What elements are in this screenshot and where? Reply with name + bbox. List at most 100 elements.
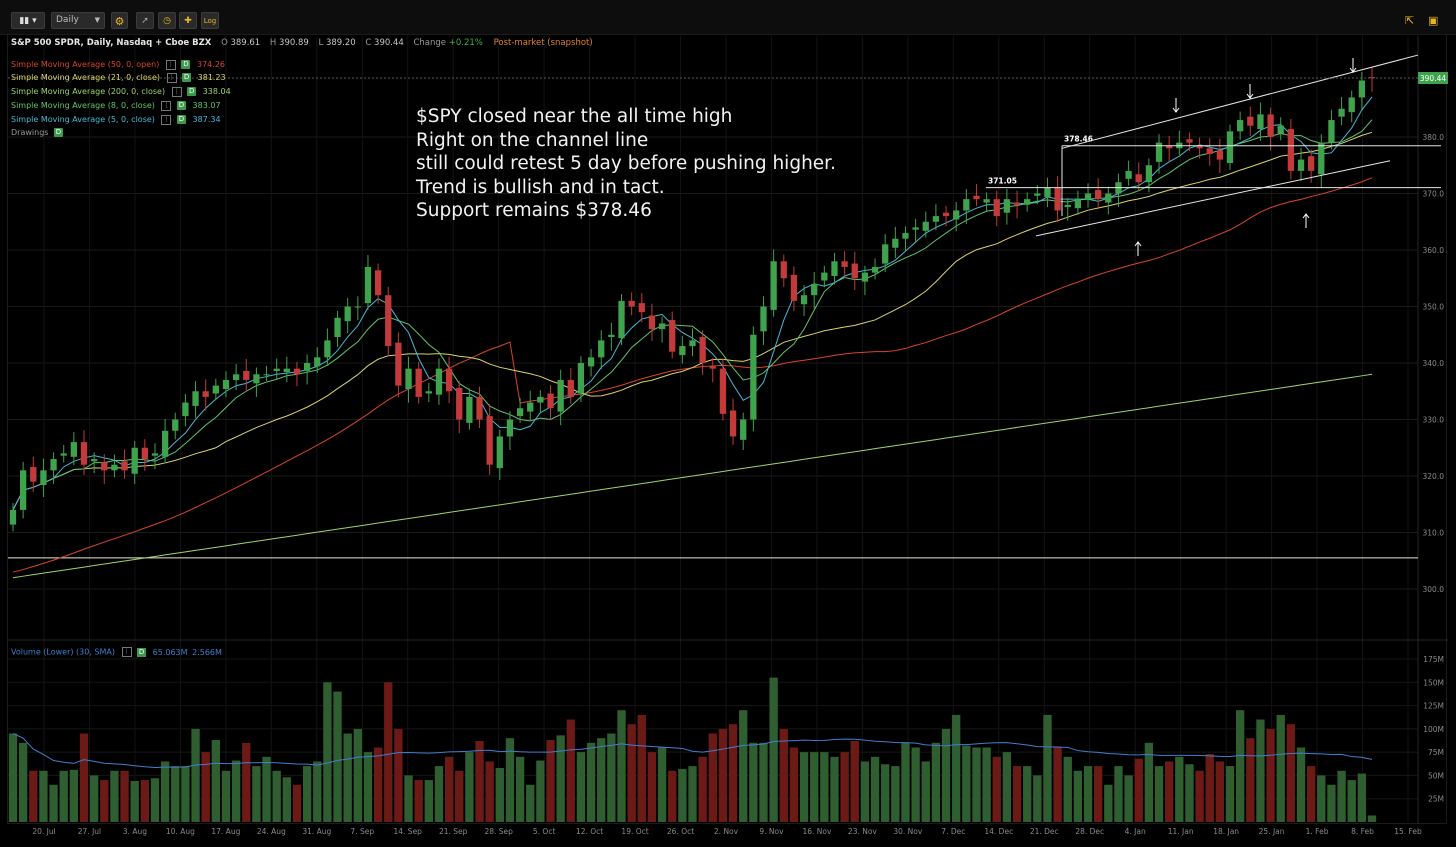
- volume-bar: [211, 740, 220, 822]
- indicator-menu-icon[interactable]: ⋮: [121, 647, 132, 657]
- volume-bar: [1144, 742, 1154, 822]
- candle-body: [963, 199, 970, 211]
- time-tick-label: 11. Jan: [1168, 827, 1194, 836]
- candle-body: [334, 317, 341, 338]
- drawings-row[interactable]: Drawings D: [11, 127, 63, 139]
- candle-body: [1206, 148, 1213, 154]
- open-value: 389.61: [230, 38, 261, 48]
- volume-bar: [231, 760, 241, 822]
- camera-icon[interactable]: ▣: [1428, 14, 1439, 27]
- indicator-d-button[interactable]: D: [181, 60, 191, 69]
- open-label: O: [221, 38, 228, 48]
- volume-bar: [29, 770, 38, 822]
- sma21-line: [12, 131, 1373, 511]
- indicator-d-button[interactable]: D: [182, 73, 192, 82]
- time-tick-label: 2. Nov: [714, 827, 739, 836]
- candle-body: [821, 272, 828, 281]
- indicator-menu-icon[interactable]: ⋮: [171, 86, 182, 97]
- chart-annotation[interactable]: $SPY closed near the all time high Right…: [416, 105, 836, 223]
- volume-bar: [1246, 738, 1255, 822]
- arrow-up-marker: [1134, 241, 1142, 256]
- trendline-button[interactable]: ➚: [136, 12, 154, 29]
- chart-type-button[interactable]: ▮▮ ▾: [11, 12, 45, 29]
- crosshair-button[interactable]: ✚: [179, 12, 197, 29]
- time-tick-label: 30. Nov: [893, 827, 923, 836]
- time-tick-label: 28. Sep: [484, 827, 513, 836]
- time-tick-label: 3. Aug: [123, 827, 147, 836]
- volume-bar: [110, 770, 119, 822]
- candle-body: [60, 453, 67, 456]
- indicator-sma200[interactable]: Simple Moving Average (200, 0, close) ⋮ …: [11, 86, 231, 98]
- settings-button[interactable]: ⚙: [111, 12, 128, 29]
- volume-tick-label: 100M: [1423, 725, 1444, 734]
- indicator-d-button[interactable]: D: [177, 101, 186, 110]
- volume-bar: [870, 756, 880, 822]
- time-tick-label: 4. Jan: [1125, 827, 1146, 836]
- arrow-head: [1349, 67, 1357, 73]
- time-tick-label: 23. Nov: [848, 827, 878, 836]
- chart-panel: [7, 34, 1447, 824]
- indicator-menu-icon[interactable]: ⋮: [161, 100, 172, 111]
- fullscreen-icon[interactable]: ⇱: [1405, 14, 1415, 27]
- candle-body: [1166, 146, 1173, 149]
- volume-bar: [444, 756, 454, 822]
- indicator-menu-icon[interactable]: ⋮: [165, 59, 176, 70]
- candle-body: [658, 323, 666, 330]
- candle-body: [770, 261, 777, 310]
- candle-body: [192, 391, 199, 406]
- candle-body: [598, 340, 605, 358]
- indicator-menu-icon[interactable]: ⋮: [166, 72, 177, 83]
- annotation-line: $SPY closed near the all time high: [416, 106, 733, 127]
- indicator-name: Simple Moving Average (200, 0, close): [11, 87, 166, 96]
- drawings-d-button[interactable]: D: [53, 128, 63, 137]
- channel-lower-line: [1035, 160, 1391, 237]
- volume-bar: [881, 764, 890, 822]
- price-tick-label: 300.0: [1423, 585, 1445, 594]
- indicator-menu-icon[interactable]: ⋮: [161, 114, 172, 125]
- volume-bar: [181, 766, 190, 822]
- indicator-d-button[interactable]: D: [187, 87, 197, 96]
- candle-body: [729, 410, 737, 437]
- volume-bar: [1134, 758, 1143, 822]
- candle-body: [1308, 156, 1315, 171]
- indicator-sma5[interactable]: Simple Moving Average (5, 0, close) ⋮ D …: [11, 114, 221, 126]
- candle-body: [922, 221, 929, 231]
- price-axis: 300.0 310.0 320.0 330.0 340.0 350.0 360.0 370.0…: [1423, 133, 1445, 594]
- interval-select[interactable]: Daily ▼: [51, 12, 105, 29]
- time-tick-label: 7. Dec: [941, 827, 965, 836]
- candle-body: [516, 408, 524, 417]
- candle-body: [669, 320, 676, 352]
- price-tick-label: 370.0: [1423, 190, 1445, 199]
- candle-body: [1287, 129, 1295, 171]
- volume-bar: [1114, 766, 1123, 822]
- indicator-sma50[interactable]: Simple Moving Average (50, 0, open) ⋮ D …: [11, 59, 225, 71]
- volume-bar: [1215, 761, 1225, 822]
- volume-bar: [373, 747, 383, 822]
- time-tick-label: 14. Dec: [984, 827, 1013, 836]
- candle-body: [1135, 174, 1142, 183]
- indicator-name: Simple Moving Average (5, 0, close): [11, 115, 155, 124]
- volume-bar: [414, 780, 423, 822]
- indicator-sma8[interactable]: Simple Moving Average (8, 0, close) ⋮ D …: [11, 100, 221, 112]
- candle-body: [1044, 187, 1051, 197]
- indicator-d-button[interactable]: D: [137, 647, 147, 657]
- volume-bar: [607, 733, 616, 822]
- volume-indicator[interactable]: Volume (Lower) (30, SMA) ⋮ D 65.063M 2.5…: [11, 647, 222, 657]
- candle-body: [760, 306, 767, 332]
- volume-bar: [1053, 747, 1062, 822]
- indicator-sma21[interactable]: Simple Moving Average (21, 0, close) ⋮ D…: [11, 72, 226, 84]
- time-tick-label: 25. Jan: [1259, 827, 1285, 836]
- volume-bar: [810, 752, 819, 822]
- volume-bar: [8, 733, 18, 822]
- candle-body: [912, 227, 919, 230]
- log-scale-button[interactable]: Log: [201, 12, 219, 29]
- indicator-name: Simple Moving Average (8, 0, close): [11, 101, 155, 110]
- candle-body: [942, 212, 950, 217]
- high-label: H: [269, 38, 277, 48]
- clock-button[interactable]: ◷: [158, 12, 176, 29]
- indicator-d-button[interactable]: D: [177, 115, 186, 124]
- candle-body: [608, 334, 615, 338]
- candle-body: [90, 459, 98, 462]
- price-tick-label: 310.0: [1423, 529, 1445, 538]
